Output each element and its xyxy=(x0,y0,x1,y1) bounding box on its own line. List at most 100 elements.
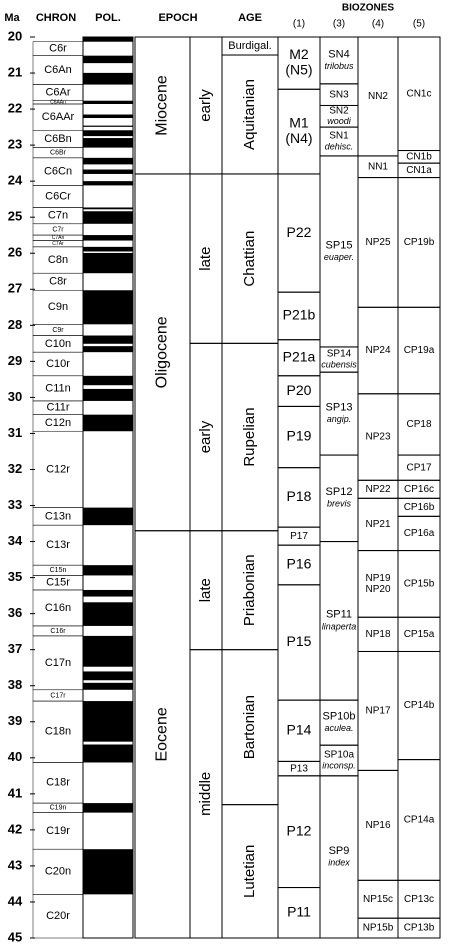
normal-polarity xyxy=(83,682,133,690)
interval-label: C6Br xyxy=(50,150,67,157)
interval-label: CP16a xyxy=(404,528,435,539)
normal-polarity xyxy=(83,169,133,174)
interval-label: P18 xyxy=(287,488,312,504)
normal-polarity xyxy=(83,100,133,104)
tick-label: 38 xyxy=(8,677,22,692)
interval-label: CN1c xyxy=(406,88,431,99)
interval-label: P22 xyxy=(287,224,312,240)
normal-polarity xyxy=(83,388,133,401)
interval-label: NP21 xyxy=(365,519,390,530)
interval-label: C10n xyxy=(45,338,71,350)
interval-label: SP10b xyxy=(322,711,355,723)
interval-label: CP19a xyxy=(404,345,435,356)
interval-label: CN1b xyxy=(406,151,432,162)
normal-polarity xyxy=(83,744,133,763)
interval-sublabel: dehisc. xyxy=(325,141,354,151)
interval-label: C8n xyxy=(48,254,68,266)
tick-label: 33 xyxy=(8,497,22,512)
normal-polarity xyxy=(83,130,133,137)
interval-label: SP13 xyxy=(326,401,353,413)
interval-sublabel: NP20 xyxy=(365,584,390,595)
interval-label: CP15b xyxy=(404,579,435,590)
interval-label: C7r xyxy=(52,226,64,233)
interval-label: CP19b xyxy=(404,237,435,248)
interval-label: P21a xyxy=(283,348,316,364)
interval-label: SN3 xyxy=(329,89,349,100)
interval-label: CP14a xyxy=(404,815,435,826)
tick-label: 31 xyxy=(8,425,22,440)
interval-sublabel: angip. xyxy=(327,414,352,424)
normal-polarity xyxy=(83,246,133,252)
interval-label: Burdigal. xyxy=(228,40,271,52)
interval xyxy=(397,917,441,939)
interval-label: C6AAr xyxy=(42,111,75,123)
normal-polarity xyxy=(83,375,133,386)
interval-label: C6Bn xyxy=(44,133,72,145)
tick-label: 43 xyxy=(8,857,22,872)
tick-label: 37 xyxy=(8,641,22,656)
tick-label: 29 xyxy=(8,353,22,368)
interval-sublabel: (N5) xyxy=(285,62,312,78)
interval-label: CP13c xyxy=(404,894,434,905)
header-col: (5) xyxy=(413,19,425,30)
interval-label: C16n xyxy=(45,602,71,614)
normal-polarity xyxy=(83,507,133,526)
interval-label: NP17 xyxy=(365,706,390,717)
normal-polarity xyxy=(83,565,133,576)
interval-label: CP16c xyxy=(404,484,434,495)
normal-polarity xyxy=(83,803,133,813)
interval-label: Miocene xyxy=(154,75,171,136)
interval-label: C12r xyxy=(46,463,70,475)
tick-label: 44 xyxy=(8,893,23,908)
interval-label: early xyxy=(197,420,214,453)
interval-label: P14 xyxy=(287,721,312,737)
interval-label: C19n xyxy=(50,805,67,812)
tick-label: 20 xyxy=(8,28,22,43)
interval-label: C7An xyxy=(52,235,65,241)
interval-label: C8r xyxy=(49,276,67,288)
tick-label: 25 xyxy=(8,209,22,224)
tick-label: 34 xyxy=(8,533,23,548)
interval-label: NP18 xyxy=(365,629,390,640)
interval-sublabel: trilobus xyxy=(324,61,354,71)
interval-label: C12n xyxy=(45,417,71,429)
interval-label: C6Cn xyxy=(44,166,72,178)
normal-polarity xyxy=(83,211,133,224)
interval-label: SP10a xyxy=(324,750,354,761)
interval-label: Aquitanian xyxy=(241,79,258,150)
interval-label: C11n xyxy=(45,382,70,394)
interval-label: CP14b xyxy=(404,700,435,711)
interval-label: SP15 xyxy=(326,239,353,251)
interval-label: P11 xyxy=(287,903,311,919)
interval-label: M2 xyxy=(289,46,309,62)
interval-label: NP15c xyxy=(363,894,393,905)
normal-polarity xyxy=(83,849,133,895)
interval-label: C19r xyxy=(46,825,70,837)
normal-polarity xyxy=(83,181,133,186)
interval-label: C18n xyxy=(45,726,71,738)
interval-label: late xyxy=(197,578,214,602)
tick-label: 42 xyxy=(8,821,22,836)
normal-polarity xyxy=(83,114,133,119)
interval-label: P15 xyxy=(287,633,312,649)
interval-label: Rupelian xyxy=(241,407,258,466)
tick-label: 41 xyxy=(8,785,22,800)
tick-label: 36 xyxy=(8,605,22,620)
interval-label: P13 xyxy=(290,763,308,774)
tick-label: 24 xyxy=(8,173,23,188)
interval-label: C10r xyxy=(46,358,70,370)
interval-label: C6r xyxy=(49,43,67,55)
tick-label: 22 xyxy=(8,101,22,116)
normal-polarity xyxy=(83,335,133,344)
interval-label: P19 xyxy=(287,428,312,444)
tick-label: 23 xyxy=(8,137,22,152)
interval-label: P12 xyxy=(287,822,312,838)
interval-label: C20n xyxy=(45,866,71,878)
interval-label: Oligocene xyxy=(154,316,171,388)
header-biozones: BIOZONES xyxy=(342,3,395,14)
normal-polarity xyxy=(83,346,133,353)
header-epoch: EPOCH xyxy=(158,12,197,24)
normal-polarity xyxy=(83,138,133,148)
tick-label: 27 xyxy=(8,281,22,296)
